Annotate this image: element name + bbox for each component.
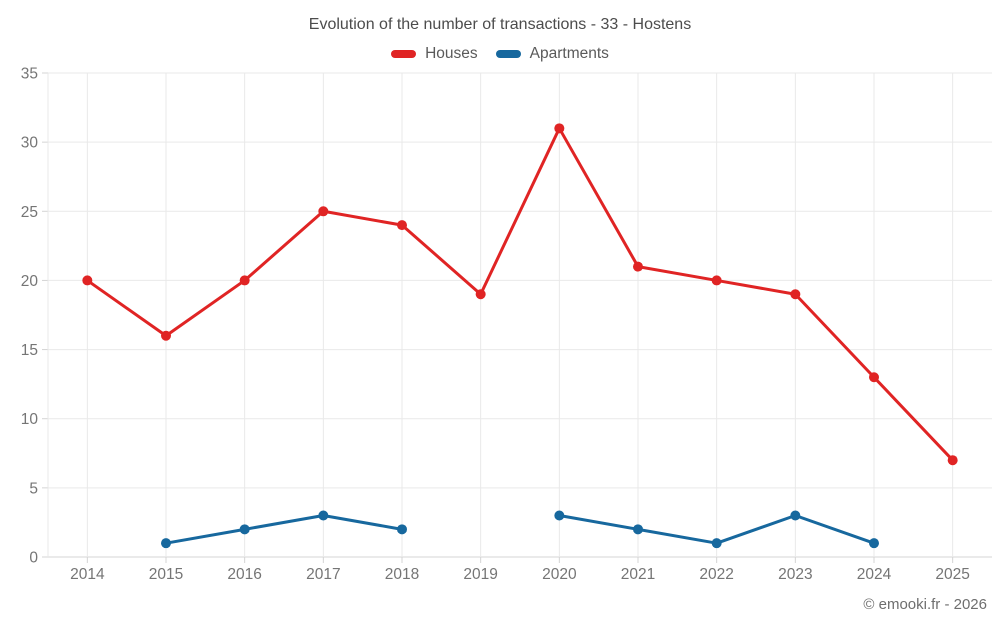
apartments-point-2022[interactable] bbox=[711, 538, 722, 549]
x-axis-tick-label: 2021 bbox=[621, 566, 655, 583]
apartments-point-2015[interactable] bbox=[161, 538, 171, 549]
y-axis-tick-label: 15 bbox=[21, 342, 38, 359]
houses-point-2015[interactable] bbox=[161, 330, 171, 341]
y-axis-tick-label: 0 bbox=[29, 550, 38, 567]
legend-label-apartments: Apartments bbox=[529, 45, 609, 62]
apartments-point-2016[interactable] bbox=[239, 524, 250, 535]
x-axis-tick-label: 2018 bbox=[385, 566, 419, 583]
houses-point-2014[interactable] bbox=[82, 275, 93, 286]
y-axis-tick-label: 30 bbox=[21, 135, 39, 152]
x-axis-tick-label: 2014 bbox=[70, 566, 105, 583]
legend-label-houses: Houses bbox=[425, 45, 478, 62]
x-axis-tick-label: 2016 bbox=[227, 566, 261, 583]
copyright-text: © emooki.fr - 2026 bbox=[863, 596, 987, 613]
houses-point-2023[interactable] bbox=[790, 289, 801, 300]
y-axis-tick-label: 35 bbox=[21, 66, 38, 83]
houses-point-2022[interactable] bbox=[711, 275, 722, 286]
x-axis-tick-label: 2019 bbox=[463, 566, 497, 583]
x-axis-tick-label: 2024 bbox=[857, 566, 892, 583]
houses-legend-marker-icon bbox=[391, 50, 417, 58]
houses-point-2018[interactable] bbox=[397, 220, 407, 231]
apartments-point-2021[interactable] bbox=[633, 524, 643, 535]
y-axis-tick-label: 5 bbox=[29, 480, 38, 497]
houses-point-2024[interactable] bbox=[869, 372, 879, 383]
x-axis-tick-label: 2022 bbox=[699, 566, 733, 583]
x-axis-tick-label: 2023 bbox=[778, 566, 812, 583]
x-axis-tick-label: 2020 bbox=[542, 566, 577, 583]
y-axis-tick-label: 25 bbox=[21, 204, 38, 221]
chart-legend: Houses Apartments bbox=[0, 45, 1000, 63]
y-axis-tick-label: 10 bbox=[21, 411, 39, 428]
apartments-point-2018[interactable] bbox=[397, 524, 407, 535]
houses-point-2019[interactable] bbox=[475, 289, 486, 300]
legend-item-houses[interactable]: Houses bbox=[391, 45, 478, 63]
houses-point-2025[interactable] bbox=[947, 455, 958, 466]
houses-line bbox=[85, 126, 955, 462]
apartments-point-2017[interactable] bbox=[318, 510, 329, 521]
apartments-point-2023[interactable] bbox=[790, 510, 801, 521]
x-axis-tick-label: 2015 bbox=[149, 566, 183, 583]
houses-point-2017[interactable] bbox=[318, 206, 329, 217]
legend-item-apartments[interactable]: Apartments bbox=[495, 45, 609, 63]
y-axis-tick-label: 20 bbox=[21, 273, 39, 290]
apartments-point-2024[interactable] bbox=[869, 538, 879, 549]
houses-point-2020[interactable] bbox=[554, 123, 565, 134]
houses-point-2016[interactable] bbox=[239, 275, 250, 286]
apartments-line bbox=[164, 514, 404, 545]
apartments-legend-marker-icon bbox=[495, 50, 521, 58]
chart-title: Evolution of the number of transactions … bbox=[308, 16, 692, 33]
x-axis-tick-label: 2025 bbox=[935, 566, 969, 583]
apartments-point-2020[interactable] bbox=[554, 510, 565, 521]
houses-point-2021[interactable] bbox=[633, 261, 643, 272]
x-axis-tick-label: 2017 bbox=[306, 566, 340, 583]
